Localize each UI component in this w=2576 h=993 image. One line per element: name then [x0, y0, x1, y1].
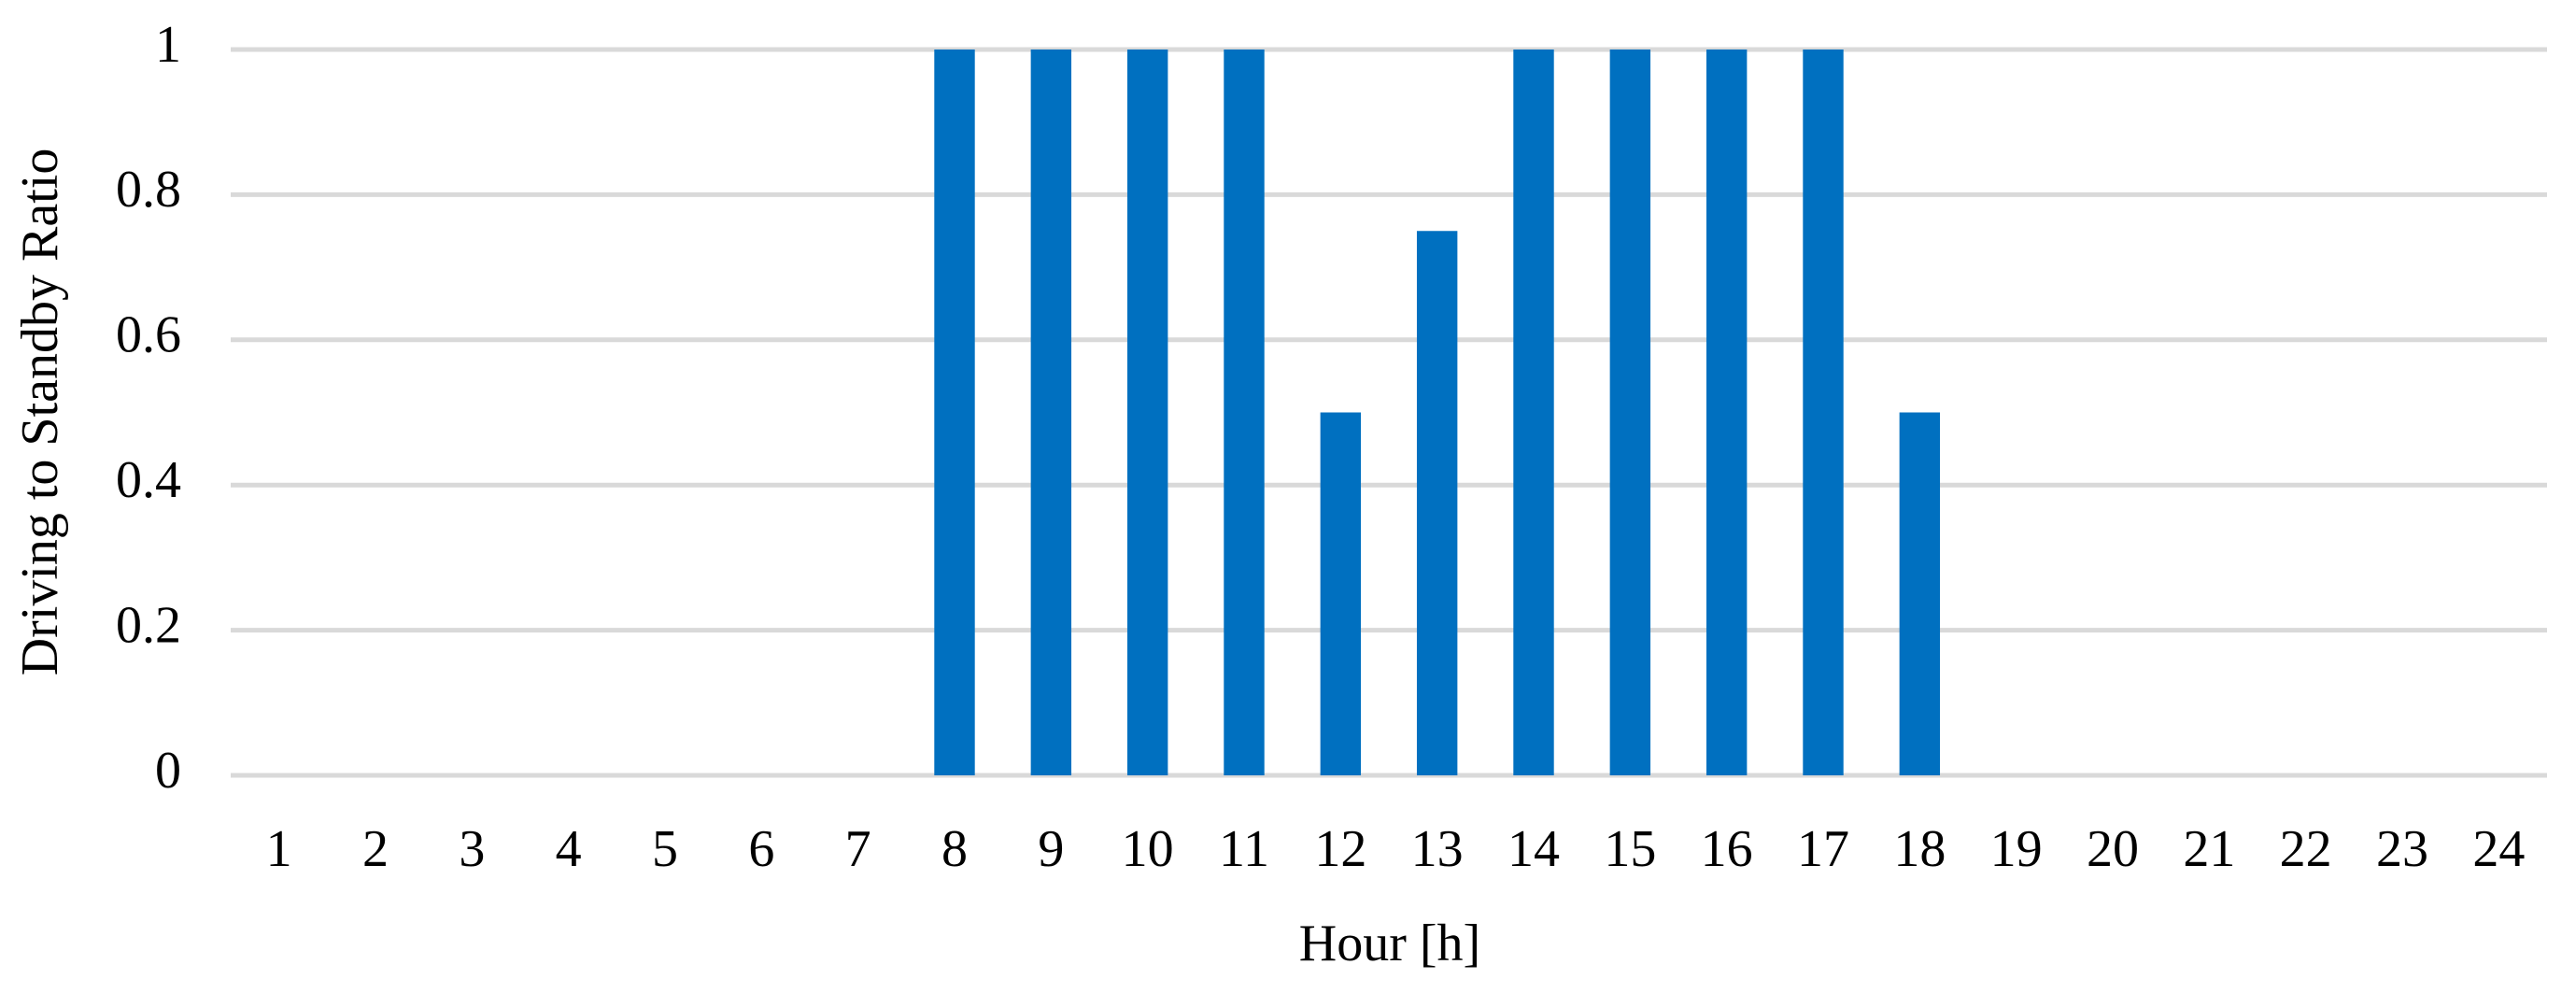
- x-tick-label: 9: [1038, 820, 1064, 878]
- y-tick-label: 0.4: [116, 451, 181, 509]
- x-tick-label: 24: [2472, 820, 2525, 878]
- x-tick-label: 8: [941, 820, 968, 878]
- x-tick-label: 10: [1122, 820, 1174, 878]
- bar: [1030, 50, 1072, 775]
- bar: [1706, 50, 1748, 775]
- y-tick-label: 0.2: [116, 596, 181, 654]
- bar: [1320, 412, 1362, 775]
- x-tick-label: 7: [845, 820, 871, 878]
- x-tick-label: 21: [2183, 820, 2235, 878]
- x-tick-label: 22: [2280, 820, 2332, 878]
- x-tick-label: 13: [1411, 820, 1464, 878]
- x-tick-label: 19: [1990, 820, 2043, 878]
- bar: [1803, 50, 1844, 775]
- bar: [1224, 50, 1265, 775]
- bar: [1899, 412, 1941, 775]
- bar: [1416, 231, 1458, 775]
- bar: [934, 50, 975, 775]
- x-tick-label: 5: [652, 820, 678, 878]
- x-tick-label: 12: [1314, 820, 1366, 878]
- x-tick-label: 3: [459, 820, 485, 878]
- x-axis-title: Hour [h]: [1299, 915, 1480, 972]
- x-tick-label: 6: [748, 820, 774, 878]
- bar: [1513, 50, 1554, 775]
- y-tick-label: 0.8: [116, 161, 181, 219]
- x-tick-label: 17: [1797, 820, 1849, 878]
- x-tick-label: 1: [266, 820, 292, 878]
- x-tick-label: 20: [2087, 820, 2139, 878]
- x-tick-label: 16: [1701, 820, 1753, 878]
- x-tick-label: 14: [1507, 820, 1560, 878]
- y-tick-label: 1: [155, 16, 181, 74]
- y-axis-title: Driving to Standby Ratio: [11, 149, 69, 676]
- x-tick-label: 18: [1893, 820, 1946, 878]
- x-tick-label: 23: [2376, 820, 2428, 878]
- bar: [1126, 50, 1168, 775]
- y-tick-label: 0.6: [116, 306, 181, 364]
- bar: [1609, 50, 1651, 775]
- x-tick-label: 15: [1604, 820, 1656, 878]
- y-tick-label: 0: [155, 742, 181, 800]
- x-tick-label: 11: [1219, 820, 1269, 878]
- x-tick-label: 4: [556, 820, 582, 878]
- x-tick-label: 2: [362, 820, 389, 878]
